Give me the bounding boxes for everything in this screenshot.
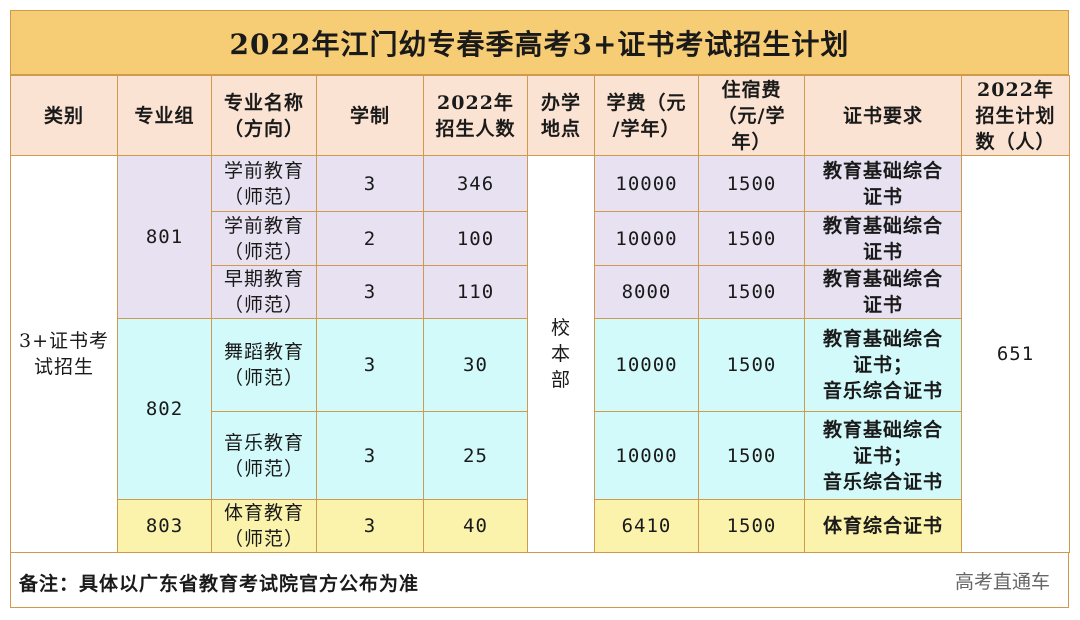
table-row: 3+证书考 试招生 801 学前教育 （师范） 3 346 校 本 部 1000… bbox=[10, 155, 1070, 553]
cert-cell: 教育基础综合 证书 bbox=[804, 211, 962, 266]
header-row: 类别 专业组 专业名称 （方向） 学制 2022年 招生人数 办学 地点 学费（… bbox=[10, 75, 1070, 156]
footnote-bar: 备注：具体以广东省教育考试院官方公布为准 高考直通车 bbox=[10, 552, 1069, 608]
tuition-cell: 10000 bbox=[594, 211, 699, 266]
major-cell: 学前教育 （师范） bbox=[211, 155, 317, 212]
campus-cell: 校 本 部 bbox=[527, 155, 595, 553]
cert-cell: 教育基础综合 证书； 音乐综合证书 bbox=[804, 411, 962, 500]
years-cell: 3 bbox=[316, 318, 424, 412]
dorm-cell: 1500 bbox=[698, 265, 805, 319]
header-cert: 证书要求 bbox=[804, 75, 962, 156]
group-801: 801 bbox=[117, 155, 212, 319]
tuition-cell: 10000 bbox=[594, 411, 699, 500]
cert-cell: 教育基础综合 证书 bbox=[804, 265, 962, 319]
years-cell: 2 bbox=[316, 211, 424, 266]
table-row: 学前教育 （师范） 2 100 10000 1500 教育基础综合 证书 bbox=[11, 211, 1070, 266]
tuition-cell: 6410 bbox=[594, 499, 699, 553]
page-title: 2022年江门幼专春季高考3+证书考试招生计划 bbox=[10, 10, 1069, 75]
cert-cell: 教育基础综合 证书； 音乐综合证书 bbox=[804, 318, 962, 412]
header-years: 学制 bbox=[316, 75, 424, 156]
dorm-cell: 1500 bbox=[698, 211, 805, 266]
tuition-cell: 8000 bbox=[594, 265, 699, 319]
group-803: 803 bbox=[117, 499, 212, 553]
table-row: 802 舞蹈教育 （师范） 3 30 10000 1500 教育基础综合 证书；… bbox=[11, 318, 1070, 500]
years-cell: 3 bbox=[316, 499, 424, 553]
major-cell: 舞蹈教育 （师范） bbox=[211, 318, 317, 412]
enroll-cell: 100 bbox=[423, 211, 528, 266]
plan-total-cell: 651 bbox=[961, 155, 1070, 553]
header-campus: 办学 地点 bbox=[527, 75, 595, 156]
header-category: 类别 bbox=[10, 75, 118, 156]
header-major: 专业名称 （方向） bbox=[211, 75, 317, 156]
dorm-cell: 1500 bbox=[698, 318, 805, 412]
tuition-cell: 10000 bbox=[594, 318, 699, 412]
cert-cell: 教育基础综合 证书 bbox=[804, 155, 962, 212]
tuition-cell: 10000 bbox=[594, 155, 699, 212]
table-row: 803 体育教育 （师范） 3 40 6410 1500 体育综合证书 bbox=[11, 499, 1070, 553]
group-802: 802 bbox=[117, 318, 212, 500]
table-row: 音乐教育 （师范） 3 25 10000 1500 教育基础综合 证书； 音乐综… bbox=[11, 411, 1070, 500]
years-cell: 3 bbox=[316, 155, 424, 212]
enroll-cell: 40 bbox=[423, 499, 528, 553]
watermark: 高考直通车 bbox=[954, 571, 1050, 593]
enroll-cell: 30 bbox=[423, 318, 528, 412]
dorm-cell: 1500 bbox=[698, 155, 805, 212]
major-cell: 学前教育 （师范） bbox=[211, 211, 317, 266]
years-cell: 3 bbox=[316, 411, 424, 500]
dorm-cell: 1500 bbox=[698, 499, 805, 553]
header-plan: 2022年 招生计划 数（人） bbox=[961, 75, 1070, 156]
enroll-cell: 346 bbox=[423, 155, 528, 212]
dorm-cell: 1500 bbox=[698, 411, 805, 500]
footnote: 备注：具体以广东省教育考试院官方公布为准 bbox=[19, 573, 420, 595]
enroll-cell: 110 bbox=[423, 265, 528, 319]
years-cell: 3 bbox=[316, 265, 424, 319]
header-enroll: 2022年 招生人数 bbox=[423, 75, 528, 156]
major-cell: 体育教育 （师范） bbox=[211, 499, 317, 553]
major-cell: 音乐教育 （师范） bbox=[211, 411, 317, 500]
header-group: 专业组 bbox=[117, 75, 212, 156]
enrollment-table: 类别 专业组 专业名称 （方向） 学制 2022年 招生人数 办学 地点 学费（… bbox=[10, 75, 1070, 553]
category-cell: 3+证书考 试招生 bbox=[10, 155, 118, 553]
cert-cell: 体育综合证书 bbox=[804, 499, 962, 553]
header-dorm: 住宿费 （元/学 年） bbox=[698, 75, 805, 156]
major-cell: 早期教育 （师范） bbox=[211, 265, 317, 319]
table-row: 早期教育 （师范） 3 110 8000 1500 教育基础综合 证书 bbox=[11, 265, 1070, 319]
enroll-cell: 25 bbox=[423, 411, 528, 500]
header-tuition: 学费（元 /学年） bbox=[594, 75, 699, 156]
